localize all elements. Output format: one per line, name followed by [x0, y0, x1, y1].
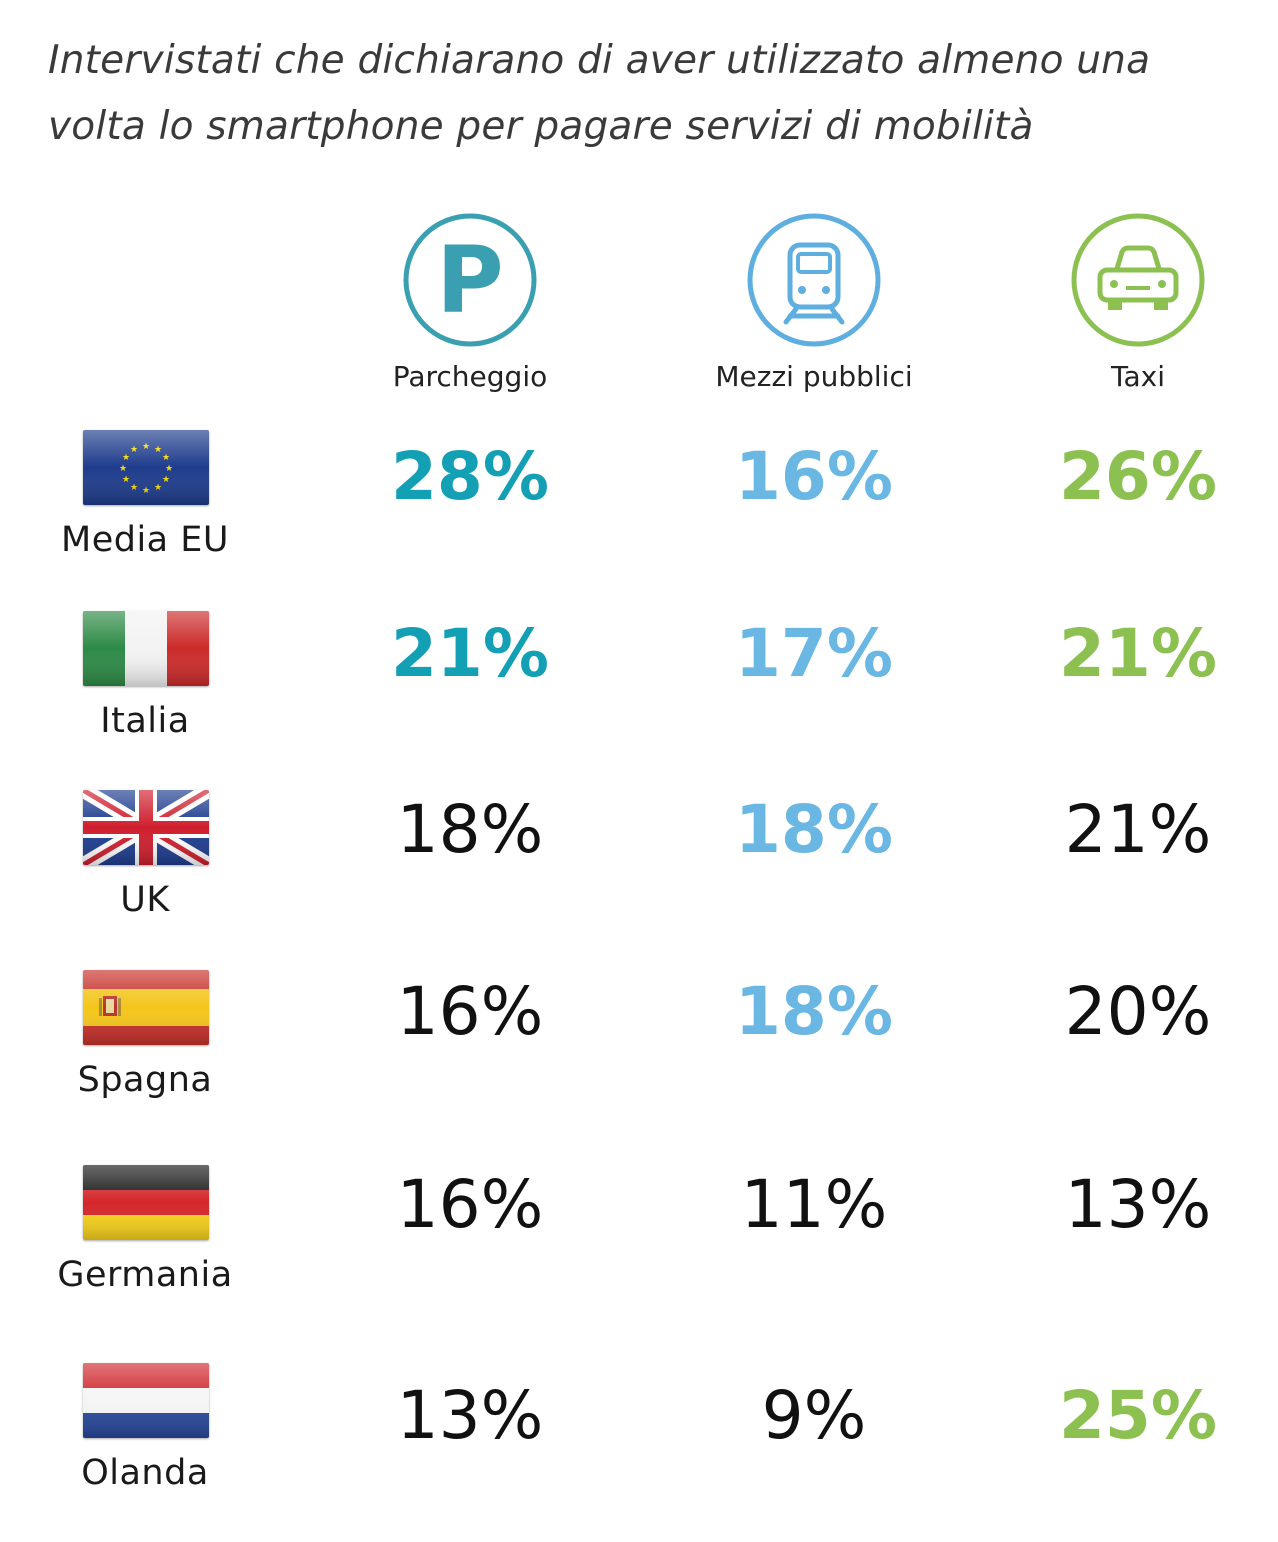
- value-cell: 17%: [735, 615, 893, 692]
- uk-flag-icon: [83, 790, 209, 865]
- value-cell: 21%: [1064, 791, 1212, 868]
- value-cell: 21%: [391, 615, 549, 692]
- row-label-uk: UK: [30, 790, 260, 950]
- italy-flag-icon: [83, 611, 209, 686]
- germany-flag-icon: [83, 1165, 209, 1240]
- row-label-media-eu: ★★★★ ★★★★ ★★★★ Media EU: [30, 430, 260, 590]
- value-cell: 16%: [396, 973, 544, 1050]
- column-label: Mezzi pubblici: [715, 360, 913, 393]
- country-name: Spagna: [77, 1060, 213, 1100]
- value-cell: 20%: [1064, 973, 1212, 1050]
- value-cell: 16%: [735, 438, 893, 515]
- column-header-parcheggio: P Parcheggio: [310, 212, 630, 393]
- parking-icon: P: [403, 213, 537, 347]
- row-label-olanda: Olanda: [30, 1363, 260, 1523]
- chart-title: Intervistati che dichiarano di aver util…: [48, 38, 1151, 149]
- eu-flag-icon: ★★★★ ★★★★ ★★★★: [83, 430, 209, 505]
- country-name: Italia: [100, 701, 190, 741]
- taxi-icon: [1071, 213, 1205, 347]
- value-cell: 18%: [735, 973, 893, 1050]
- country-name: UK: [120, 880, 170, 920]
- value-cell: 26%: [1059, 438, 1217, 515]
- value-cell: 13%: [396, 1377, 544, 1454]
- value-cell: 21%: [1059, 615, 1217, 692]
- column-label: Parcheggio: [392, 360, 548, 393]
- column-header-taxi: Taxi: [978, 212, 1278, 393]
- country-name: Germania: [57, 1255, 233, 1295]
- value-cell: 9%: [761, 1377, 867, 1454]
- value-cell: 25%: [1059, 1377, 1217, 1454]
- column-label: Taxi: [1111, 360, 1165, 393]
- row-label-germania: Germania: [30, 1165, 260, 1325]
- value-cell: 18%: [396, 791, 544, 868]
- value-cell: 18%: [735, 791, 893, 868]
- row-label-italia: Italia: [30, 611, 260, 771]
- svg-text:P: P: [436, 227, 503, 334]
- column-header-mezzi-pubblici: Mezzi pubblici: [654, 212, 974, 393]
- row-label-spagna: Spagna: [30, 970, 260, 1130]
- value-cell: 13%: [1064, 1166, 1212, 1243]
- netherlands-flag-icon: [83, 1363, 209, 1438]
- train-icon: [747, 213, 881, 347]
- spain-flag-icon: [83, 970, 209, 1045]
- country-name: Media EU: [61, 520, 229, 560]
- value-cell: 16%: [396, 1166, 544, 1243]
- value-cell: 28%: [391, 438, 549, 515]
- value-cell: 11%: [740, 1166, 888, 1243]
- country-name: Olanda: [81, 1453, 209, 1493]
